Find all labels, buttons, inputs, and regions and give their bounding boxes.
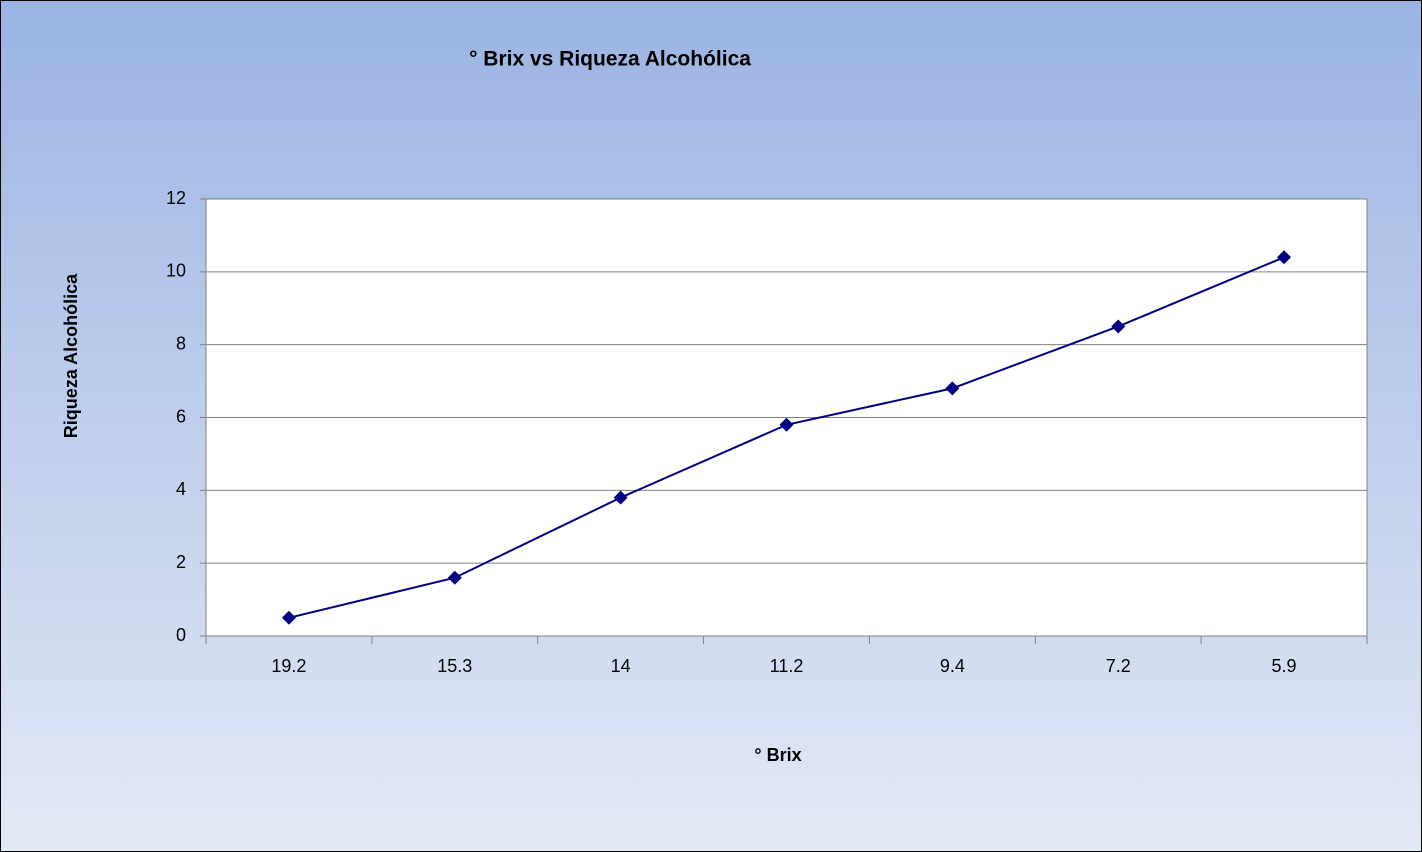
x-tick-label: 15.3 [437, 656, 472, 676]
data-marker [945, 381, 960, 396]
y-tick-label: 0 [176, 625, 186, 645]
x-tick-label: 5.9 [1272, 656, 1297, 676]
data-marker [1111, 319, 1126, 334]
data-marker [281, 610, 296, 625]
y-tick-label: 2 [176, 552, 186, 572]
x-tick-label: 19.2 [271, 656, 306, 676]
y-tick-label: 4 [176, 479, 186, 499]
x-tick-label: 9.4 [940, 656, 965, 676]
y-tick-label: 10 [166, 261, 186, 281]
data-marker [1277, 250, 1292, 265]
y-tick-label: 6 [176, 406, 186, 426]
plot-border [205, 198, 1368, 637]
data-marker [447, 570, 462, 585]
x-axis-label: ° Brix [754, 745, 801, 765]
y-axis-label: Riqueza Alcohólica [61, 273, 81, 438]
y-tick-label: 12 [166, 188, 186, 208]
chart-title: ° Brix vs Riqueza Alcohólica [469, 48, 751, 71]
x-tick-label: 11.2 [770, 656, 804, 676]
y-tick-label: 8 [176, 333, 186, 353]
data-marker [613, 490, 628, 505]
data-marker [779, 417, 794, 432]
x-tick-label: 14 [611, 656, 631, 676]
x-tick-label: 7.2 [1106, 656, 1131, 676]
